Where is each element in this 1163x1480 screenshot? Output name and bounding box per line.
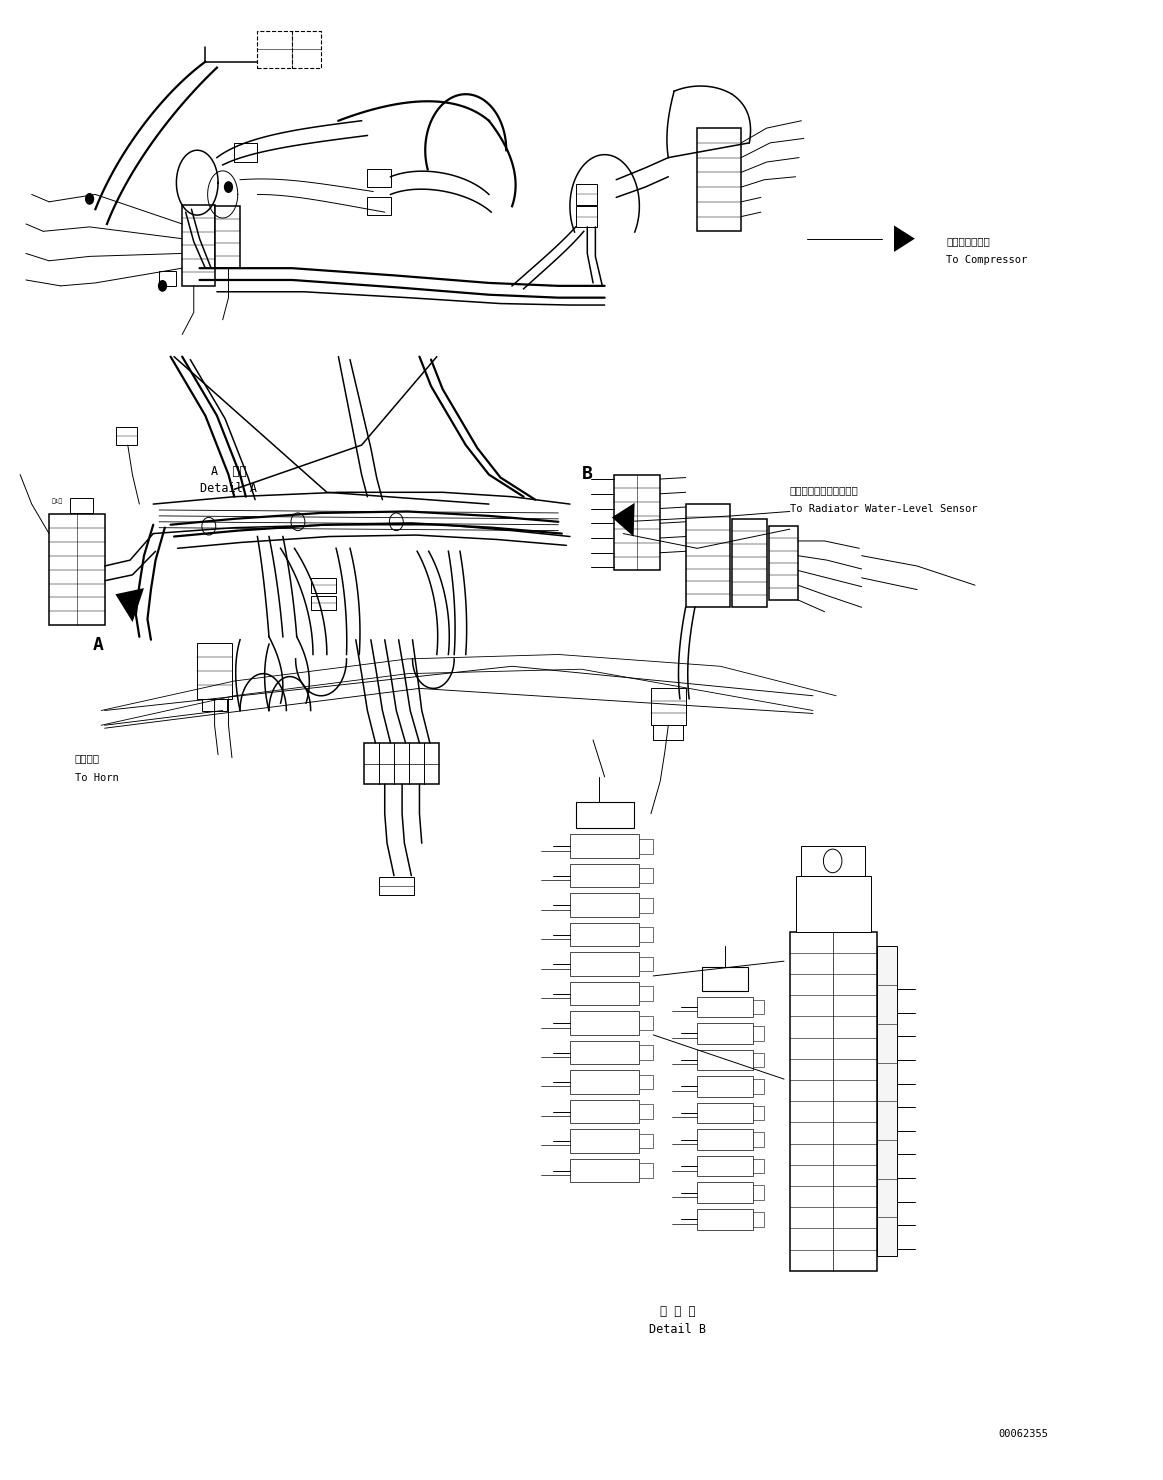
Bar [769,527,798,599]
Text: To Horn: To Horn [74,773,119,783]
Bar [183,204,215,286]
Bar [752,1212,764,1227]
Bar [790,932,877,1271]
Text: B: B [582,465,592,484]
Text: コ1レ: コ1レ [51,499,63,505]
Bar [640,898,654,913]
Bar [570,924,640,946]
Bar [570,894,640,918]
Bar [70,499,93,514]
Text: コンプレッサへ: コンプレッサへ [946,237,990,246]
Bar [234,144,257,161]
Circle shape [158,280,167,292]
Bar [576,802,634,829]
Bar [640,986,654,1000]
Text: To Radiator Water-Level Sensor: To Radiator Water-Level Sensor [790,505,977,515]
Bar [752,1185,764,1200]
Bar [795,876,871,932]
Text: Detail A: Detail A [200,482,257,496]
Bar [698,1129,752,1150]
Bar [570,835,640,858]
Bar [698,129,741,231]
Bar [570,864,640,888]
Bar [640,928,654,941]
Bar [752,1106,764,1120]
Bar [801,847,865,876]
Bar [640,839,654,854]
Text: A: A [93,636,104,654]
Text: To Compressor: To Compressor [946,255,1027,265]
Bar [752,1026,764,1040]
Bar [752,1159,764,1174]
Polygon shape [894,225,915,252]
Bar [576,184,597,204]
Bar [732,519,766,607]
Bar [752,1079,764,1094]
Circle shape [223,181,233,192]
Bar [698,1076,752,1097]
Bar [640,869,654,884]
Bar [686,505,729,607]
Bar [698,1049,752,1070]
Text: 00062355: 00062355 [998,1428,1048,1439]
Bar [379,878,414,895]
Bar [368,169,391,186]
Bar [654,725,684,740]
Bar [570,1100,640,1123]
Bar [702,966,748,990]
Polygon shape [115,588,144,622]
Text: 日 詳 細: 日 詳 細 [659,1305,695,1319]
Bar [570,952,640,975]
Bar [614,475,661,570]
Bar [292,31,321,68]
Bar [257,31,292,68]
Bar [698,996,752,1017]
Circle shape [823,850,842,873]
Bar [570,981,640,1005]
Bar [640,1134,654,1148]
Bar [198,642,231,699]
Bar [570,1011,640,1035]
Text: Detail B: Detail B [649,1323,706,1335]
Bar [752,1132,764,1147]
Bar [640,1104,654,1119]
Bar [698,1023,752,1043]
Bar [570,1040,640,1064]
Bar [364,743,440,784]
Bar [202,699,227,710]
Bar [311,577,336,592]
Bar [698,1209,752,1230]
Bar [311,595,336,610]
Text: ラジエータ水位センサへ: ラジエータ水位センサへ [790,485,858,496]
Polygon shape [612,503,635,537]
Bar [698,1156,752,1177]
Bar [576,206,597,226]
Text: A  詳細: A 詳細 [211,465,247,478]
Bar [752,999,764,1014]
Bar [368,197,391,215]
Circle shape [85,192,94,204]
Bar [570,1070,640,1094]
Bar [159,271,177,286]
Bar [877,946,898,1257]
Bar [570,1129,640,1153]
Bar [640,1074,654,1089]
Circle shape [202,518,216,536]
Bar [698,1103,752,1123]
Circle shape [390,514,404,531]
Bar [570,1159,640,1183]
Bar [116,428,137,445]
Bar [752,1052,764,1067]
Bar [640,1045,654,1060]
Bar [640,956,654,971]
Circle shape [291,514,305,531]
Bar [49,515,105,625]
Bar [215,206,240,268]
Bar [651,688,686,725]
Bar [698,1183,752,1203]
Bar [640,1015,654,1030]
Text: ホーンへ: ホーンへ [74,753,100,764]
Bar [640,1163,654,1178]
